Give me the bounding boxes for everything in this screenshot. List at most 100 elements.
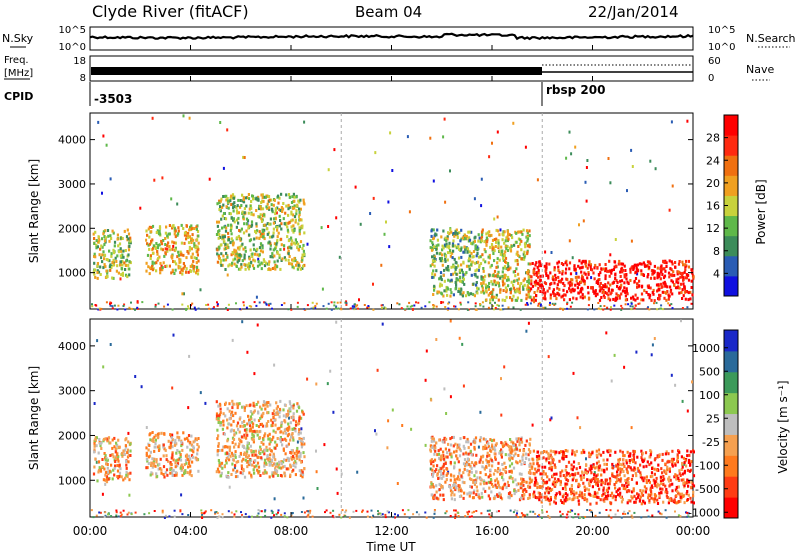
- power-cell: [462, 291, 465, 295]
- power-cell: [661, 267, 664, 271]
- power-cell: [443, 268, 446, 272]
- velocity-cell: [192, 445, 195, 449]
- velocity-cell: [415, 511, 418, 514]
- power-cell: [621, 268, 624, 272]
- velocity-cell: [444, 455, 447, 459]
- velocity-cell: [462, 471, 465, 475]
- velocity-cell: [629, 466, 632, 470]
- velocity-cell: [483, 467, 486, 471]
- velocity-cell: [460, 474, 463, 478]
- power-cell: [481, 253, 484, 257]
- velocity-cell: [640, 491, 643, 495]
- velocity-cell: [524, 487, 527, 491]
- velocity-cell: [435, 490, 438, 494]
- velocity-cell: [438, 482, 441, 486]
- power-cell: [272, 231, 275, 235]
- power-cell: [275, 244, 278, 248]
- power-cell: [484, 289, 487, 293]
- power-cell: [660, 264, 663, 268]
- velocity-cell: [526, 513, 529, 516]
- power-cell: [298, 226, 301, 230]
- power-cell: [226, 246, 229, 250]
- velocity-cell: [221, 516, 224, 519]
- power-cell: [223, 217, 226, 220]
- velocity-cell: [468, 491, 471, 495]
- velocity-cell: [226, 407, 229, 411]
- power-cell: [669, 290, 672, 294]
- power-cell: [457, 308, 460, 311]
- velocity-cell: [228, 446, 231, 450]
- velocity-cell: [173, 473, 176, 477]
- power-cell: [110, 237, 113, 240]
- velocity-cell: [674, 383, 677, 387]
- power-cell: [242, 200, 246, 204]
- velocity-cell: [284, 427, 287, 431]
- velocity-cell: [612, 475, 615, 478]
- velocity-cell: [278, 462, 281, 466]
- power-cell: [539, 262, 542, 266]
- power-cell: [112, 263, 115, 267]
- power-cell: [227, 231, 230, 235]
- power-cell: [96, 276, 99, 280]
- power-cell: [295, 241, 298, 244]
- power-cell: [481, 277, 484, 281]
- power-cell: [113, 240, 117, 244]
- velocity-cell: [484, 444, 487, 448]
- power-cell: [113, 304, 116, 307]
- power-cell: [268, 240, 271, 244]
- velocity-cell: [242, 405, 245, 409]
- power-cell: [155, 261, 158, 265]
- power-cell: [193, 244, 196, 248]
- power-cell: [381, 306, 383, 309]
- velocity-cell: [442, 469, 446, 473]
- velocity-cell: [263, 464, 266, 468]
- power-cell: [614, 264, 617, 268]
- power-cell: [460, 263, 463, 267]
- power-cell: [186, 233, 189, 237]
- power-cell: [498, 258, 501, 262]
- velocity-cell: [635, 497, 638, 501]
- velocity-cell: [469, 442, 473, 446]
- power-cell: [291, 195, 294, 199]
- power-cell: [230, 232, 233, 236]
- power-cell: [172, 260, 175, 263]
- power-cell: [95, 239, 98, 242]
- velocity-cell: [453, 466, 456, 470]
- power-cell: [649, 262, 652, 266]
- power-cell: [490, 290, 493, 294]
- power-cell: [495, 265, 498, 269]
- velocity-cell: [275, 471, 278, 475]
- velocity-cell: [104, 473, 107, 477]
- power-cell: [276, 206, 279, 210]
- velocity-cell: [412, 513, 415, 516]
- power-cell: [151, 238, 154, 242]
- velocity-cell: [458, 468, 461, 472]
- power-cell: [485, 243, 488, 247]
- velocity-cell: [521, 455, 524, 459]
- power-cell: [501, 298, 504, 302]
- power-cell: [498, 233, 501, 237]
- power-cell: [510, 234, 513, 237]
- velocity-cell: [120, 513, 123, 516]
- power-cell: [96, 269, 99, 273]
- velocity-cell: [115, 441, 118, 445]
- velocity-cell: [171, 451, 174, 455]
- power-cell: [243, 253, 246, 257]
- power-cell: [544, 297, 547, 301]
- velocity-cell: [597, 468, 600, 472]
- velocity-cell: [194, 437, 197, 441]
- power-cell: [92, 270, 95, 274]
- velocity-cell: [632, 489, 635, 493]
- velocity-cell: [233, 466, 236, 470]
- power-cell: [662, 281, 665, 285]
- velocity-cell: [97, 470, 100, 474]
- power-cell: [620, 262, 624, 266]
- power-cell: [273, 217, 276, 221]
- power-cell: [670, 303, 673, 306]
- velocity-cell: [444, 512, 447, 515]
- velocity-cell: [292, 412, 295, 416]
- power-cell: [558, 270, 561, 274]
- velocity-cell: [605, 509, 608, 511]
- power-cell: [527, 244, 530, 247]
- power-cell: [433, 304, 436, 307]
